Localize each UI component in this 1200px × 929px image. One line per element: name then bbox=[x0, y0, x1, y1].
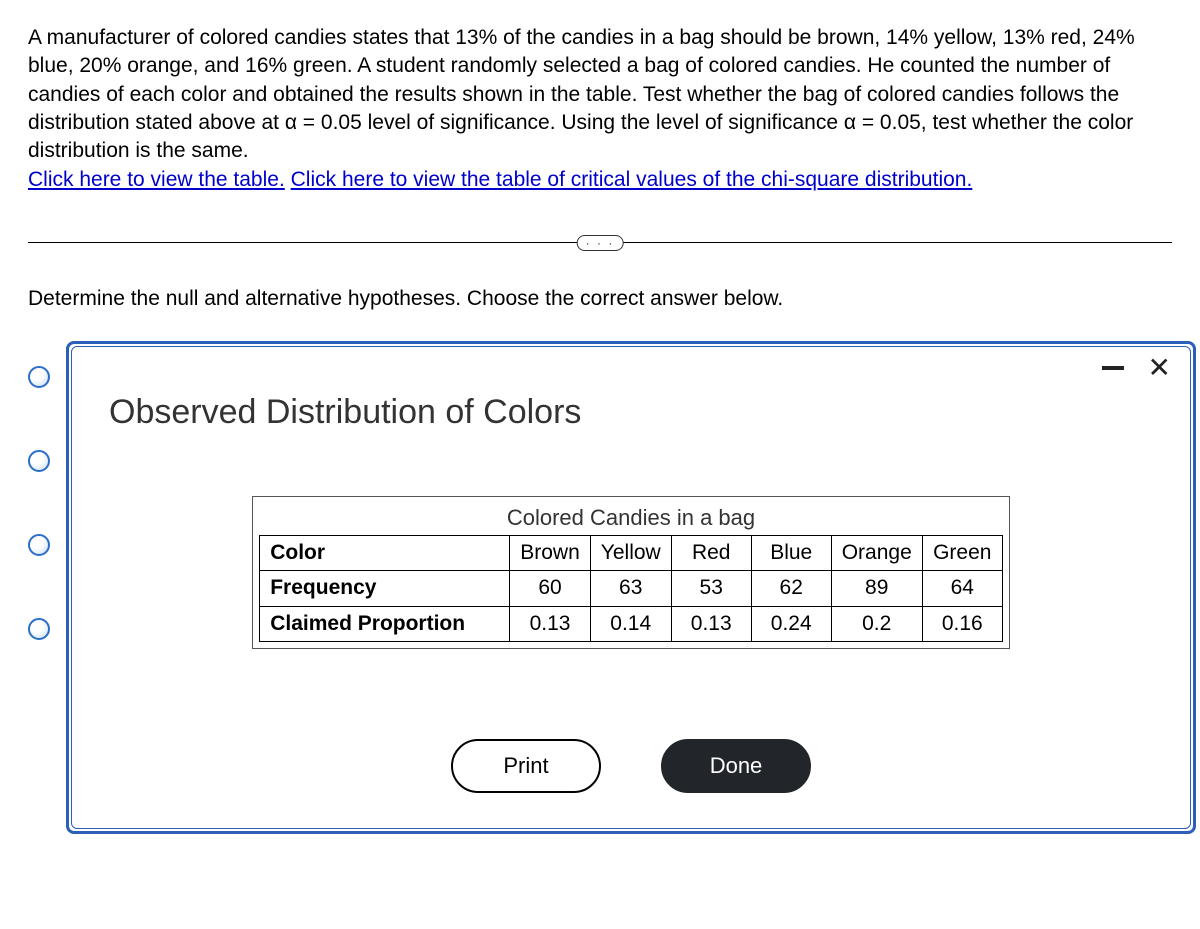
freq-cell: 53 bbox=[671, 571, 751, 606]
modal-controls: ✕ bbox=[1102, 358, 1171, 378]
col-header: Blue bbox=[751, 535, 831, 570]
freq-cell: 60 bbox=[510, 571, 591, 606]
radio-option-c[interactable] bbox=[28, 534, 50, 556]
close-icon[interactable]: ✕ bbox=[1148, 358, 1171, 378]
problem-body: A manufacturer of colored candies states… bbox=[28, 26, 1135, 162]
claim-cell: 0.13 bbox=[671, 606, 751, 641]
modal-title: Observed Distribution of Colors bbox=[109, 390, 1153, 436]
done-button[interactable]: Done bbox=[661, 739, 811, 793]
minimize-icon[interactable] bbox=[1102, 366, 1124, 370]
radio-option-d[interactable] bbox=[28, 618, 50, 640]
link-view-chi-table[interactable]: Click here to view the table of critical… bbox=[291, 168, 973, 191]
candies-table: Color Brown Yellow Red Blue Orange Green… bbox=[259, 535, 1003, 642]
claim-cell: 0.13 bbox=[510, 606, 591, 641]
col-header: Orange bbox=[831, 535, 922, 570]
table-row-claimed: Claimed Proportion 0.13 0.14 0.13 0.24 0… bbox=[260, 606, 1003, 641]
claim-cell: 0.14 bbox=[590, 606, 671, 641]
freq-cell: 89 bbox=[831, 571, 922, 606]
data-table-wrap: Colored Candies in a bag Color Brown Yel… bbox=[252, 496, 1010, 649]
answer-radio-group bbox=[28, 366, 50, 640]
radio-option-a[interactable] bbox=[28, 366, 50, 388]
table-caption: Colored Candies in a bag bbox=[259, 503, 1003, 533]
section-divider: · · · bbox=[28, 242, 1172, 243]
row-label-color: Color bbox=[260, 535, 510, 570]
col-header: Brown bbox=[510, 535, 591, 570]
col-header: Yellow bbox=[590, 535, 671, 570]
freq-cell: 62 bbox=[751, 571, 831, 606]
observed-distribution-modal: ✕ Observed Distribution of Colors Colore… bbox=[66, 341, 1196, 833]
col-header: Green bbox=[922, 535, 1002, 570]
divider-ellipsis[interactable]: · · · bbox=[577, 235, 624, 251]
print-button[interactable]: Print bbox=[451, 739, 601, 793]
subprompt-text: Determine the null and alternative hypot… bbox=[28, 285, 1172, 313]
modal-buttons: Print Done bbox=[109, 739, 1153, 793]
row-label-claim: Claimed Proportion bbox=[260, 606, 510, 641]
row-label-freq: Frequency bbox=[260, 571, 510, 606]
radio-option-b[interactable] bbox=[28, 450, 50, 472]
freq-cell: 64 bbox=[922, 571, 1002, 606]
table-row-frequency: Frequency 60 63 53 62 89 64 bbox=[260, 571, 1003, 606]
freq-cell: 63 bbox=[590, 571, 671, 606]
claim-cell: 0.2 bbox=[831, 606, 922, 641]
claim-cell: 0.16 bbox=[922, 606, 1002, 641]
table-row-color: Color Brown Yellow Red Blue Orange Green bbox=[260, 535, 1003, 570]
claim-cell: 0.24 bbox=[751, 606, 831, 641]
link-view-table[interactable]: Click here to view the table. bbox=[28, 168, 285, 191]
problem-statement: A manufacturer of colored candies states… bbox=[28, 24, 1172, 194]
col-header: Red bbox=[671, 535, 751, 570]
